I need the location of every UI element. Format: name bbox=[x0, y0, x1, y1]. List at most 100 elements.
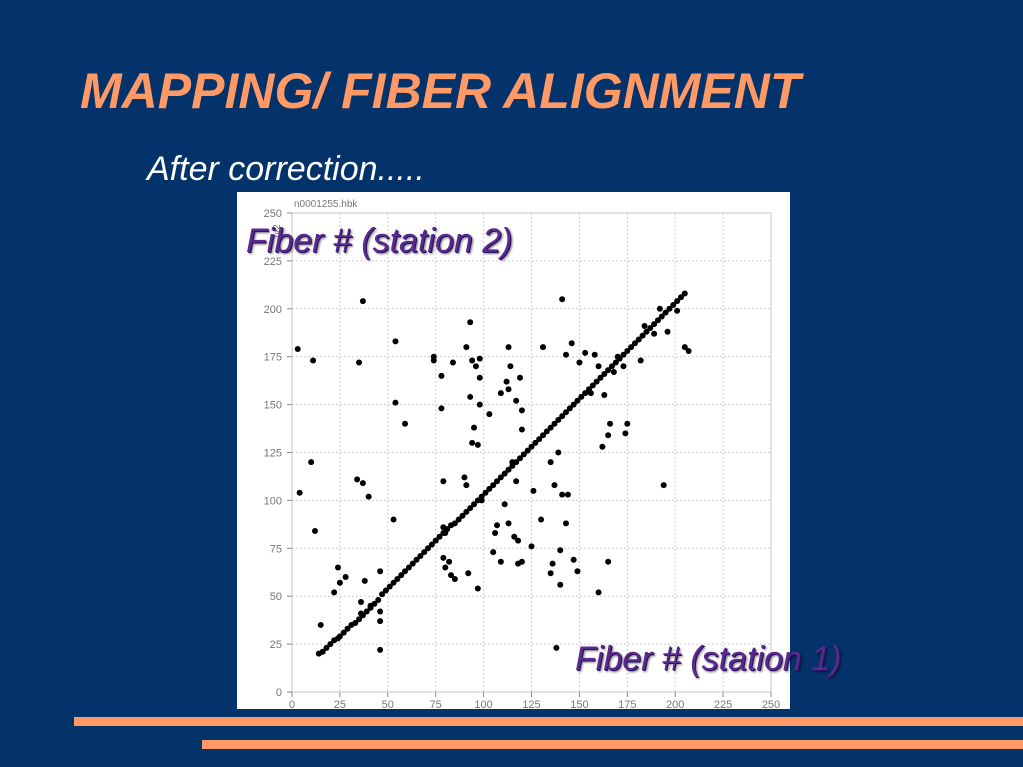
data-point bbox=[564, 491, 571, 498]
data-point bbox=[402, 568, 409, 575]
data-point bbox=[469, 357, 476, 364]
data-point bbox=[296, 489, 303, 496]
data-point bbox=[430, 353, 437, 360]
scatter-plot-panel: 0 25 50 75 100 125 150 175 200 225 250 0 25 50 75 100 12… bbox=[237, 192, 790, 709]
data-point bbox=[591, 351, 598, 358]
data-point bbox=[608, 363, 615, 370]
data-point bbox=[467, 505, 474, 512]
data-point bbox=[559, 413, 566, 420]
data-point bbox=[449, 359, 456, 366]
data-point bbox=[459, 512, 466, 519]
data-point bbox=[520, 451, 527, 458]
data-point bbox=[310, 357, 317, 364]
y-axis-label: fv2 bbox=[272, 224, 283, 238]
data-point bbox=[664, 328, 671, 335]
data-point bbox=[398, 572, 405, 579]
data-point bbox=[474, 441, 481, 448]
slide-subtitle: After correction..... bbox=[147, 150, 425, 188]
data-point bbox=[677, 294, 684, 301]
data-point bbox=[357, 598, 364, 605]
data-point bbox=[624, 347, 631, 354]
data-point bbox=[658, 313, 665, 320]
data-point bbox=[442, 564, 449, 571]
data-point bbox=[593, 378, 600, 385]
data-point bbox=[639, 332, 646, 339]
data-point bbox=[610, 369, 617, 376]
y-tick-label: 75 bbox=[270, 543, 282, 555]
data-point bbox=[528, 443, 535, 450]
data-point bbox=[494, 478, 501, 485]
data-point bbox=[597, 374, 604, 381]
data-point bbox=[605, 558, 612, 565]
y-tick-label: 250 bbox=[264, 208, 282, 220]
data-point bbox=[365, 493, 372, 500]
data-point bbox=[336, 579, 343, 586]
data-point bbox=[442, 529, 449, 536]
data-point bbox=[336, 633, 343, 640]
data-point bbox=[438, 405, 445, 412]
data-point bbox=[566, 405, 573, 412]
data-point bbox=[394, 575, 401, 582]
data-point bbox=[472, 363, 479, 370]
data-point bbox=[425, 545, 432, 552]
data-point bbox=[497, 390, 504, 397]
data-point bbox=[637, 357, 644, 364]
data-point bbox=[538, 516, 545, 523]
data-point bbox=[344, 625, 351, 632]
data-point bbox=[674, 307, 681, 314]
data-point bbox=[595, 363, 602, 370]
data-point bbox=[432, 537, 439, 544]
data-point bbox=[451, 520, 458, 527]
data-point bbox=[482, 489, 489, 496]
data-point bbox=[547, 570, 554, 577]
data-point bbox=[319, 648, 326, 655]
data-point bbox=[562, 351, 569, 358]
data-point bbox=[308, 459, 315, 466]
data-point bbox=[517, 374, 524, 381]
y-tick-label: 150 bbox=[264, 400, 282, 412]
data-point bbox=[486, 485, 493, 492]
data-point bbox=[390, 579, 397, 586]
y-annotation: Fiber # (station 2) bbox=[246, 222, 513, 260]
data-point bbox=[622, 430, 629, 437]
data-point bbox=[476, 401, 483, 408]
data-point bbox=[517, 455, 524, 462]
data-point bbox=[476, 355, 483, 362]
y-tick-label: 100 bbox=[264, 495, 282, 507]
data-point bbox=[451, 575, 458, 582]
x-tick-label: 125 bbox=[522, 699, 540, 709]
data-point bbox=[334, 564, 341, 571]
data-point bbox=[530, 487, 537, 494]
data-point bbox=[311, 528, 318, 535]
data-point bbox=[666, 305, 673, 312]
data-point bbox=[551, 482, 558, 489]
data-point bbox=[559, 296, 566, 303]
data-point bbox=[557, 581, 564, 588]
data-point bbox=[543, 428, 550, 435]
y-tick-label: 25 bbox=[270, 639, 282, 651]
data-point bbox=[536, 436, 543, 443]
data-point bbox=[405, 564, 412, 571]
data-point bbox=[440, 478, 447, 485]
data-point bbox=[589, 382, 596, 389]
data-point bbox=[357, 610, 364, 617]
data-point bbox=[386, 583, 393, 590]
scatter-plot: 0 25 50 75 100 125 150 175 200 225 250 0 25 50 75 100 12… bbox=[264, 199, 781, 709]
data-point bbox=[367, 602, 374, 609]
y-tick-label: 50 bbox=[270, 591, 282, 603]
data-point bbox=[474, 585, 481, 592]
data-point bbox=[476, 374, 483, 381]
data-point bbox=[469, 439, 476, 446]
data-point bbox=[651, 330, 658, 337]
data-point bbox=[528, 543, 535, 550]
data-point bbox=[497, 474, 504, 481]
data-point bbox=[361, 577, 368, 584]
data-point bbox=[578, 393, 585, 400]
data-point bbox=[555, 416, 562, 423]
data-point bbox=[467, 319, 474, 326]
data-point bbox=[486, 411, 493, 418]
data-point bbox=[513, 397, 520, 404]
data-point bbox=[356, 359, 363, 366]
data-point bbox=[494, 522, 501, 529]
data-point bbox=[562, 409, 569, 416]
